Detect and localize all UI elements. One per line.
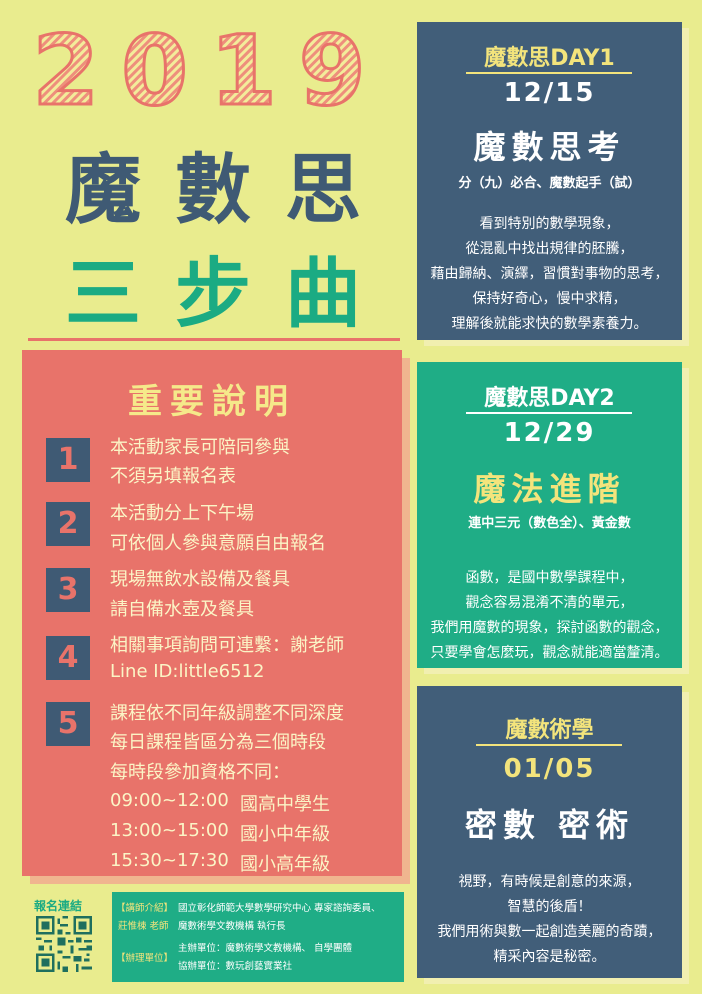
day1-description: 看到特別的數學現象， 從混亂中找出規律的胚騰， 藉由歸納、演繹，習慣對事物的思考，保…	[430, 216, 669, 332]
note-2-line-2: 可依個人參與意願自由報名	[110, 533, 326, 554]
organizer-tag: 【辦理單位】	[116, 953, 174, 964]
schedule-group-3: 國小高年級	[240, 854, 330, 875]
note-number-4: 4	[46, 636, 90, 680]
year-text: 2019	[32, 22, 387, 114]
co-organizer: 協辦單位：數玩創藝實業社	[178, 961, 293, 972]
day1-card	[417, 22, 682, 340]
note-3-line-2: 請自備水壺及餐具	[110, 599, 254, 620]
day3-title: 密數 密術	[464, 806, 635, 844]
day3-date: 01/05	[503, 754, 596, 784]
lecturer-name: 莊惟棟 老師	[118, 921, 169, 932]
note-number-5: 5	[46, 702, 90, 746]
note-5-line-1: 課程依不同年級調整不同深度	[110, 703, 344, 724]
day1-date: 12/15	[503, 78, 596, 108]
notes-heading: 重要說明	[128, 382, 296, 422]
host-organizer: 主辦單位：魔數術學文教機構、 自學團體	[178, 943, 353, 954]
day2-title: 魔法進階	[473, 470, 626, 508]
note-4-line-1: 相關事項詢問可連繫：謝老師	[110, 635, 344, 656]
title-line-2: 三步曲	[65, 249, 395, 338]
lecturer-info-2: 魔數術學文教機構 執行長	[178, 921, 286, 932]
day3-card	[417, 686, 682, 978]
note-2-line-1: 本活動分上下午場	[110, 503, 254, 524]
day1-label: 魔數思DAY1	[484, 46, 615, 71]
day1-underline	[466, 72, 632, 74]
notes-panel	[22, 350, 402, 876]
schedule-time-2: 13:00~15:00	[110, 820, 229, 841]
year-title: 2019	[31, 22, 387, 114]
note-1-line-2: 不須另填報名表	[110, 466, 236, 487]
day2-label: 魔數思DAY2	[484, 386, 615, 411]
day3-underline	[476, 744, 622, 746]
day2-description: 函數，是國中數學課程中， 觀念容易混淆不清的單元， 我們用魔數的現象，探討函數的觀念…	[430, 570, 669, 661]
day1-title: 魔數思考	[473, 128, 626, 166]
note-number-2: 2	[46, 502, 90, 546]
registration-label: 報名連結	[34, 899, 83, 913]
day1-subtitle: 分（九）必合、魔數起手（試）	[458, 176, 641, 191]
note-number-1: 1	[46, 438, 90, 482]
note-5-line-3: 每時段參加資格不同：	[110, 762, 290, 783]
day3-label: 魔數術學	[505, 718, 594, 743]
note-3-line-1: 現場無飲水設備及餐具	[110, 569, 290, 590]
day2-date: 12/29	[503, 418, 596, 448]
qr-code-icon[interactable]	[36, 916, 92, 972]
title-line-1: 魔數思	[65, 145, 395, 234]
note-number-3: 3	[46, 568, 90, 612]
lecturer-tag: 【講師介紹】	[116, 903, 174, 914]
schedule-group-1: 國高中學生	[240, 794, 330, 815]
day3-description: 視野，有時候是創意的來源， 智慧的後盾！ 我們用術與數一起創造美麗的奇蹟， 精采內容是…	[437, 874, 662, 965]
organizer-box	[112, 892, 404, 982]
schedule-time-3: 15:30~17:30	[110, 850, 229, 871]
lecturer-info-1: 國立彰化師範大學數學研究中心 專家諮詢委員、	[178, 903, 381, 914]
day2-subtitle: 連中三元（數色全）、黃金數	[468, 516, 631, 531]
note-1-line-1: 本活動家長可陪同參與	[110, 437, 290, 458]
note-4-line-2: Line ID:little6512	[110, 661, 265, 682]
note-5-line-2: 每日課程皆區分為三個時段	[110, 732, 326, 753]
schedule-time-1: 09:00~12:00	[110, 790, 229, 811]
day2-underline	[466, 412, 632, 414]
title-divider	[28, 338, 400, 341]
schedule-group-2: 國小中年級	[240, 824, 330, 845]
